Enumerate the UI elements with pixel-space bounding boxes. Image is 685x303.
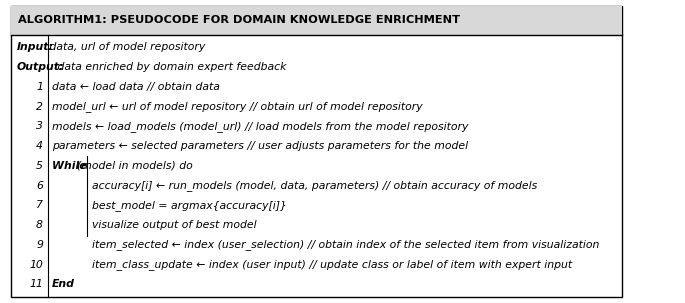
Text: model_url ← url of model repository // obtain url of model repository: model_url ← url of model repository // o… bbox=[52, 101, 423, 112]
Text: accuracy[i] ← run_models (model, data, parameters) // obtain accuracy of models: accuracy[i] ← run_models (model, data, p… bbox=[92, 180, 537, 191]
Text: data ← load data // obtain data: data ← load data // obtain data bbox=[52, 82, 220, 92]
Text: While: While bbox=[52, 161, 90, 171]
Text: 5: 5 bbox=[36, 161, 43, 171]
Text: Output:: Output: bbox=[16, 62, 64, 72]
Text: best_model = argmax{accuracy[i]}: best_model = argmax{accuracy[i]} bbox=[92, 200, 286, 211]
Text: 10: 10 bbox=[29, 260, 43, 270]
Text: End: End bbox=[52, 279, 75, 289]
Text: data, url of model repository: data, url of model repository bbox=[46, 42, 205, 52]
Text: 4: 4 bbox=[36, 141, 43, 151]
Text: visualize output of best model: visualize output of best model bbox=[92, 220, 256, 230]
Text: data enriched by domain expert feedback: data enriched by domain expert feedback bbox=[54, 62, 286, 72]
Text: (model in models) do: (model in models) do bbox=[77, 161, 193, 171]
Text: 11: 11 bbox=[29, 279, 43, 289]
Text: 3: 3 bbox=[36, 122, 43, 132]
Text: item_class_update ← index (user input) // update class or label of item with exp: item_class_update ← index (user input) /… bbox=[92, 259, 572, 270]
Text: 1: 1 bbox=[36, 82, 43, 92]
Text: parameters ← selected parameters // user adjusts parameters for the model: parameters ← selected parameters // user… bbox=[52, 141, 469, 151]
Text: 2: 2 bbox=[36, 102, 43, 112]
Text: 8: 8 bbox=[36, 220, 43, 230]
Text: item_selected ← index (user_selection) // obtain index of the selected item from: item_selected ← index (user_selection) /… bbox=[92, 239, 599, 250]
Text: 9: 9 bbox=[36, 240, 43, 250]
Text: ALGORITHM1: PSEUDOCODE FOR DOMAIN KNOWLEDGE ENRICHMENT: ALGORITHM1: PSEUDOCODE FOR DOMAIN KNOWLE… bbox=[18, 15, 460, 25]
Text: 6: 6 bbox=[36, 181, 43, 191]
Text: 7: 7 bbox=[36, 200, 43, 210]
Bar bbox=[11, 6, 621, 35]
Text: models ← load_models (model_url) // load models from the model repository: models ← load_models (model_url) // load… bbox=[52, 121, 469, 132]
Text: Input:: Input: bbox=[16, 42, 53, 52]
